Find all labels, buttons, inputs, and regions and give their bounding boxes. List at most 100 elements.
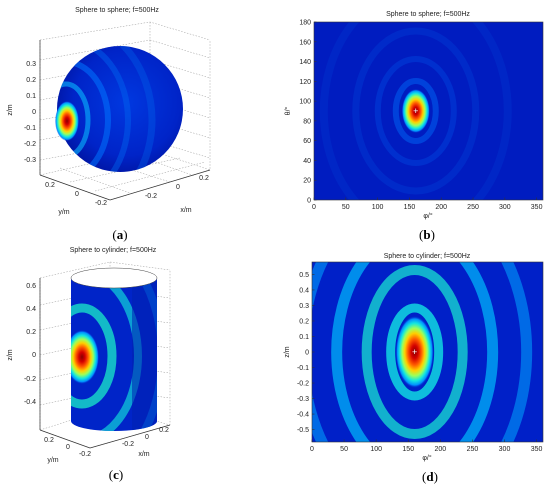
y-tick-label: 0.5	[299, 272, 309, 279]
y-tick-label: 100	[299, 99, 311, 106]
panel-b-label-letter: b	[423, 227, 430, 242]
panel-a-label-letter: a	[117, 227, 124, 242]
panel-b: Sphere to sphere; f=500Hz 0 50 100 150 200 25…	[284, 11, 544, 242]
panel-c-x-label: x/m	[138, 451, 149, 458]
y-tick-label: 0.1	[299, 334, 309, 341]
panel-a-z-ticks: 0.3 0.2 0.1 0 -0.1 -0.2 -0.3	[24, 61, 36, 164]
panel-d-heatmap	[312, 262, 543, 442]
panel-a-y-label: y/m	[58, 209, 69, 216]
y-tick-label: 0.3	[299, 303, 309, 310]
x-tick-label: 100	[370, 446, 382, 453]
panel-d: Sphere to cylinder; f=500Hz 0 50 100 150 200…	[284, 253, 544, 484]
y-tick-label: 140	[299, 59, 311, 66]
panel-a-label: (a)	[112, 227, 127, 242]
y-tick-label: 0	[307, 198, 311, 205]
panel-d-peak-marker: +	[412, 347, 417, 357]
panel-c-axes	[39, 278, 171, 449]
y-tick-label: 20	[303, 178, 311, 185]
x-tick-label: 250	[467, 446, 479, 453]
intensity-band	[392, 78, 439, 144]
panel-a-axes	[39, 40, 211, 201]
panel-c-z-tick: 0.6	[26, 283, 36, 290]
panel-c-x-tick: 0.2	[159, 427, 169, 434]
x-tick-label: 50	[340, 446, 348, 453]
panel-c-y-ticks: 0.2 0 -0.2	[44, 437, 91, 458]
panel-b-ticks: 0 50 100 150 200 250 300 350 0 20 40 60 80 100 120 140 1…	[299, 20, 542, 212]
panel-b-heatmap	[314, 22, 543, 200]
y-tick-label: 40	[303, 158, 311, 165]
intensity-band	[319, 22, 512, 200]
panel-c-cylinder-surface	[70, 267, 158, 431]
panel-c-x-ticks: 0.2 0 -0.2	[122, 427, 169, 448]
panel-a-x-tick: 0.2	[199, 175, 209, 182]
panel-a-x-label: x/m	[180, 207, 191, 214]
y-tick-label: -0.3	[297, 396, 309, 403]
y-tick-label: 80	[303, 118, 311, 125]
panel-d-y-label: z/m	[284, 346, 291, 357]
x-tick-label: 200	[435, 204, 447, 211]
panel-a-z-tick: 0	[32, 109, 36, 116]
panel-a-z-tick: 0.1	[26, 93, 36, 100]
x-tick-label: 350	[531, 204, 543, 211]
panel-c-y-tick: 0	[66, 444, 70, 451]
panel-a: Sphere to sphere; f=500Hz 0.3 0.2 0.1 0 …	[7, 7, 211, 242]
y-tick-label: 0	[305, 350, 309, 357]
panel-c-title: Sphere to cylinder; f=500Hz	[70, 247, 157, 254]
x-tick-label: 300	[499, 446, 511, 453]
panel-c-z-tick: 0.2	[26, 329, 36, 336]
y-tick-label: 120	[299, 79, 311, 86]
intensity-band	[331, 262, 499, 442]
y-tick-label: -0.4	[297, 412, 309, 419]
x-tick-label: 300	[499, 204, 511, 211]
panel-c-y-label: y/m	[47, 457, 58, 464]
panel-d-ticks: 0 50 100 150 200 250 300 350 -0.5 -0.4 -0.3 -0.2 -0.…	[297, 272, 543, 453]
y-tick-label: 0.4	[299, 287, 309, 294]
x-tick-label: 350	[531, 446, 543, 453]
panel-c-y-tick: -0.2	[79, 451, 91, 458]
x-tick-label: 150	[404, 204, 416, 211]
x-tick-label: 0	[312, 204, 316, 211]
panel-b-title: Sphere to sphere; f=500Hz	[386, 11, 470, 18]
panel-a-z-tick: 0.3	[26, 61, 36, 68]
panel-a-z-tick: 0.2	[26, 77, 36, 84]
intensity-band	[312, 262, 533, 442]
panel-d-title: Sphere to cylinder; f=500Hz	[384, 253, 471, 260]
panel-a-z-tick: -0.1	[24, 125, 36, 132]
panel-c-label: (c)	[109, 467, 123, 482]
panel-c-z-label: z/m	[7, 349, 14, 360]
panel-b-plot-frame	[313, 21, 544, 201]
panel-a-z-tick: -0.3	[24, 157, 36, 164]
panel-c-z-tick: -0.2	[24, 376, 36, 383]
panel-d-label: (d)	[422, 469, 438, 484]
panel-a-y-tick: 0	[75, 191, 79, 198]
panel-c-z-tick: -0.4	[24, 399, 36, 406]
panel-a-x-tick: -0.2	[145, 193, 157, 200]
panel-a-sphere-surface	[55, 46, 183, 172]
x-tick-label: 100	[372, 204, 384, 211]
panel-b-y-label: θ/°	[284, 106, 292, 115]
x-tick-label: 150	[402, 446, 414, 453]
x-tick-label: 0	[310, 446, 314, 453]
panel-c-label-letter: c	[113, 467, 119, 482]
panel-a-x-tick: 0	[176, 184, 180, 191]
intensity-band	[386, 303, 444, 401]
intensity-band	[352, 27, 480, 195]
y-tick-label: -0.2	[297, 381, 309, 388]
x-tick-label: 200	[434, 446, 446, 453]
panel-c-z-ticks: 0.6 0.4 0.2 0 -0.2 -0.4	[24, 283, 36, 406]
panel-a-y-ticks: 0.2 0 -0.2	[45, 182, 107, 207]
panel-c-x-tick: 0	[145, 434, 149, 441]
panel-a-x-ticks: 0.2 0 -0.2	[145, 175, 209, 200]
panel-b-peak-marker: +	[413, 106, 418, 116]
y-tick-label: 180	[299, 20, 311, 27]
panel-c: Sphere to cylinder; f=500Hz 0.6 0.4 0.2 …	[7, 247, 171, 482]
intensity-band	[374, 56, 457, 166]
y-tick-label: 0.2	[299, 318, 309, 325]
panel-a-title: Sphere to sphere; f=500Hz	[75, 7, 159, 14]
panel-a-z-label: z/m	[7, 104, 14, 115]
panel-a-y-tick: 0.2	[45, 182, 55, 189]
panel-c-z-tick: 0.4	[26, 306, 36, 313]
panel-a-y-tick: -0.2	[95, 200, 107, 207]
y-tick-label: 160	[299, 39, 311, 46]
